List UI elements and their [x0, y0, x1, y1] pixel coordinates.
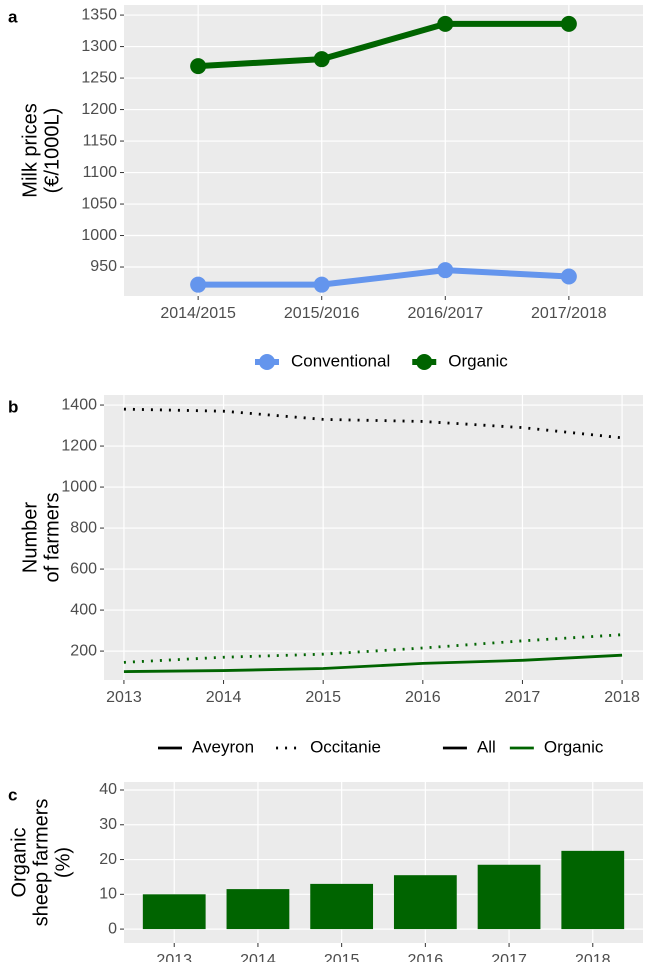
y-tick-label: 400	[70, 601, 97, 618]
y-tick-label: 1200	[61, 437, 97, 454]
panel-label: a	[8, 7, 18, 26]
x-tick-label: 2013	[156, 952, 192, 962]
series-line	[198, 267, 570, 288]
x-tick-label: 2017	[505, 689, 541, 706]
x-tick-label: 2017	[491, 952, 527, 962]
x-tick-label: 2013	[106, 689, 142, 706]
legend-label: Occitanie	[310, 737, 381, 756]
bar	[477, 864, 541, 930]
legend-key	[259, 354, 275, 370]
y-axis-title: (%)	[52, 847, 74, 878]
y-axis-title: Organic	[8, 827, 30, 897]
y-tick-label: 800	[70, 519, 97, 536]
data-point	[313, 51, 330, 68]
y-axis-title: (€/1000L)	[41, 108, 63, 194]
bar	[561, 850, 625, 930]
data-point	[437, 15, 454, 32]
y-tick-label: 10	[99, 886, 117, 903]
x-tick-label: 2016	[408, 952, 444, 962]
y-tick-label: 1050	[81, 195, 117, 212]
y-tick-label: 1350	[81, 6, 117, 23]
y-tick-label: 30	[99, 816, 117, 833]
series-line	[123, 407, 623, 440]
series-line	[123, 633, 623, 664]
y-tick-label: 1100	[83, 164, 118, 181]
y-tick-label: 40	[99, 781, 117, 798]
y-tick-label: 1250	[81, 69, 117, 86]
data-point	[560, 15, 577, 32]
x-tick-label: 2018	[575, 952, 611, 962]
y-tick-label: 200	[70, 642, 97, 659]
x-tick-label: 2018	[604, 689, 640, 706]
data-point	[190, 276, 207, 293]
y-tick-label: 1000	[81, 227, 117, 244]
panel-label: c	[8, 785, 17, 804]
y-tick-label: 20	[99, 851, 117, 868]
x-tick-label: 2014	[206, 689, 242, 706]
x-tick-label: 2014/2015	[160, 305, 236, 322]
y-tick-label: 0	[108, 920, 117, 937]
legend-label: Organic	[448, 351, 508, 370]
plot-panel	[104, 395, 643, 680]
x-tick-label: 2017/2018	[531, 305, 607, 322]
bar	[142, 894, 206, 930]
bar	[226, 889, 290, 930]
y-axis-title: Milk prices	[19, 103, 41, 197]
legend-label: Organic	[544, 737, 604, 756]
legend-label: Aveyron	[192, 737, 254, 756]
bar	[310, 883, 374, 930]
y-axis-title: sheep farmers	[30, 799, 52, 927]
data-point	[437, 262, 454, 279]
y-axis-title: of farmers	[41, 492, 63, 582]
plot-panel	[124, 782, 643, 943]
y-tick-label: 1400	[61, 396, 97, 413]
y-tick-label: 1300	[81, 38, 117, 55]
y-axis-title: Number	[19, 502, 41, 573]
y-tick-label: 600	[70, 560, 97, 577]
legend-label: All	[477, 737, 496, 756]
plot-panel	[124, 5, 643, 296]
x-tick-label: 2014	[240, 952, 276, 962]
series-line	[197, 20, 569, 70]
series-line	[123, 653, 623, 673]
x-tick-label: 2015/2016	[284, 305, 360, 322]
data-point	[560, 268, 577, 285]
legend-label: Conventional	[291, 351, 390, 370]
x-tick-label: 2015	[324, 952, 360, 962]
x-tick-label: 2016	[405, 689, 441, 706]
y-tick-label: 1150	[83, 132, 118, 149]
bar	[393, 875, 457, 930]
y-tick-label: 950	[90, 258, 117, 275]
x-tick-label: 2015	[305, 689, 341, 706]
data-point	[313, 276, 330, 293]
x-tick-label: 2016/2017	[407, 305, 483, 322]
y-tick-label: 1200	[81, 101, 117, 118]
data-point	[190, 58, 207, 75]
y-tick-label: 1000	[61, 478, 97, 495]
legend-key	[416, 354, 433, 370]
panel-label: b	[8, 397, 18, 416]
